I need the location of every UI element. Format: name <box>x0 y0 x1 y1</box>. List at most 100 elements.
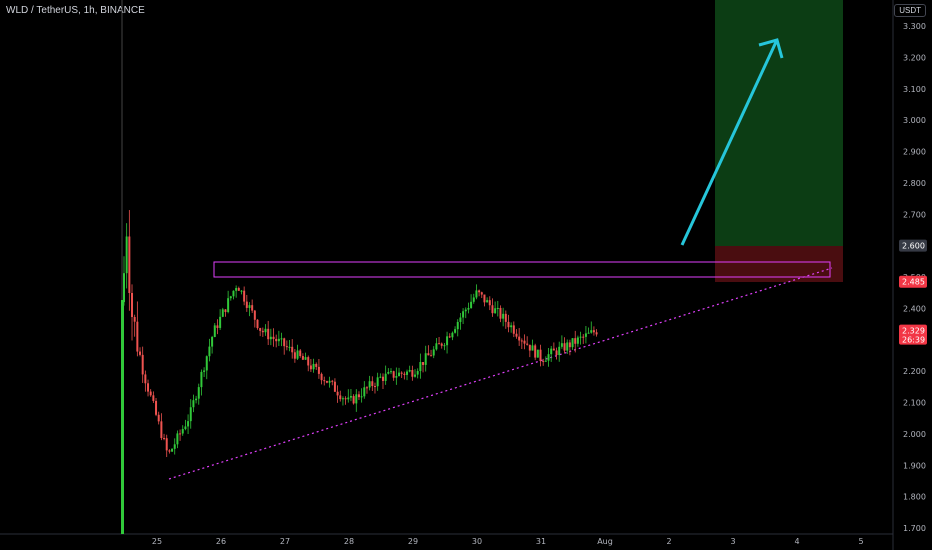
candle-body <box>267 328 270 340</box>
time-tick: 4 <box>794 537 799 546</box>
candle-body <box>344 398 347 400</box>
candle-body <box>272 336 275 339</box>
candle-body <box>256 319 259 329</box>
launch-volume-bar <box>121 300 124 534</box>
candle-body <box>203 370 206 372</box>
candle-body <box>435 343 438 350</box>
candle-body <box>381 376 384 381</box>
candle-body <box>547 354 550 361</box>
candle-body <box>427 353 430 356</box>
time-tick: 29 <box>408 537 418 546</box>
candle-body <box>240 290 243 292</box>
candle-body <box>582 336 585 338</box>
price-tick: 3.000 <box>903 116 926 125</box>
candle-body <box>563 343 566 351</box>
price-badge-text: 2.329 <box>902 327 925 336</box>
ascending-trendline[interactable] <box>168 267 833 480</box>
candle-body <box>168 450 171 452</box>
candle-body <box>592 330 595 333</box>
candle-body <box>408 370 411 372</box>
candle-body <box>144 374 147 384</box>
candle-body <box>451 332 454 338</box>
candle-body <box>237 288 240 291</box>
candle-body <box>163 438 166 440</box>
candle-body <box>205 356 208 371</box>
candle-body <box>261 330 264 333</box>
candle-body <box>165 438 168 451</box>
candle-body <box>507 321 510 328</box>
price-tick: 1.800 <box>903 493 926 502</box>
candle-body <box>125 236 128 274</box>
candle-body <box>422 362 425 365</box>
candle-body <box>301 356 304 360</box>
price-tick: 2.100 <box>903 399 926 408</box>
candle-body <box>229 296 232 299</box>
candle-body <box>456 321 459 330</box>
candle-body <box>269 336 272 340</box>
candle-body <box>502 313 505 319</box>
stop-zone[interactable] <box>715 246 843 282</box>
candle-body <box>325 380 328 383</box>
candle-body <box>139 351 142 355</box>
candle-body <box>491 305 494 314</box>
candle-body <box>336 391 339 396</box>
candle-body <box>411 370 414 377</box>
candle-body <box>155 400 158 415</box>
candle-body <box>568 342 571 348</box>
target-zone[interactable] <box>715 0 843 246</box>
candle-body <box>552 348 555 351</box>
candle-body <box>539 349 542 362</box>
candle-body <box>128 236 131 293</box>
candle-body <box>280 338 283 340</box>
candle-body <box>288 346 291 348</box>
candle-body <box>590 330 593 333</box>
candle-body <box>403 373 406 375</box>
candle-body <box>149 391 152 396</box>
candle-body <box>347 397 350 400</box>
candle-body <box>304 357 307 360</box>
candle-body <box>232 290 235 297</box>
candle-body <box>187 421 190 427</box>
candle-body <box>331 380 334 382</box>
candle-body <box>264 328 267 333</box>
candle-body <box>555 350 558 356</box>
price-tick: 2.900 <box>903 148 926 157</box>
candle-body <box>245 301 248 308</box>
candle-body <box>157 414 160 422</box>
candle-body <box>448 336 451 338</box>
candle-body <box>542 361 545 363</box>
candle-body <box>576 337 579 344</box>
resistance-zone[interactable] <box>213 261 831 278</box>
candle-body <box>243 290 246 302</box>
candle-body <box>195 398 198 401</box>
candle-body <box>235 288 238 291</box>
candle-body <box>253 310 256 320</box>
candle-body <box>371 381 374 387</box>
candle-body <box>251 305 254 311</box>
candle-body <box>349 396 352 398</box>
candle-body <box>373 386 376 388</box>
candle-body <box>384 373 387 381</box>
candle-body <box>488 300 491 306</box>
candle-body <box>123 273 125 303</box>
candle-body <box>277 338 280 342</box>
candle-body <box>285 346 288 348</box>
candle-body <box>496 307 499 309</box>
candle-body <box>392 371 395 378</box>
candle-body <box>133 317 136 322</box>
candle-body <box>176 433 179 445</box>
candle-body <box>406 371 409 375</box>
candle-body <box>291 346 294 353</box>
candle-body <box>184 426 187 430</box>
time-tick: 2 <box>666 537 671 546</box>
candle-body <box>531 345 534 351</box>
price-tick: 2.000 <box>903 430 926 439</box>
price-tick: 3.200 <box>903 53 926 62</box>
candle-body <box>309 365 312 370</box>
candle-body <box>462 311 465 318</box>
price-tick: 2.400 <box>903 304 926 313</box>
candle-body <box>333 381 336 392</box>
currency-button[interactable]: USDT <box>894 4 926 17</box>
price-badge <box>899 275 927 288</box>
